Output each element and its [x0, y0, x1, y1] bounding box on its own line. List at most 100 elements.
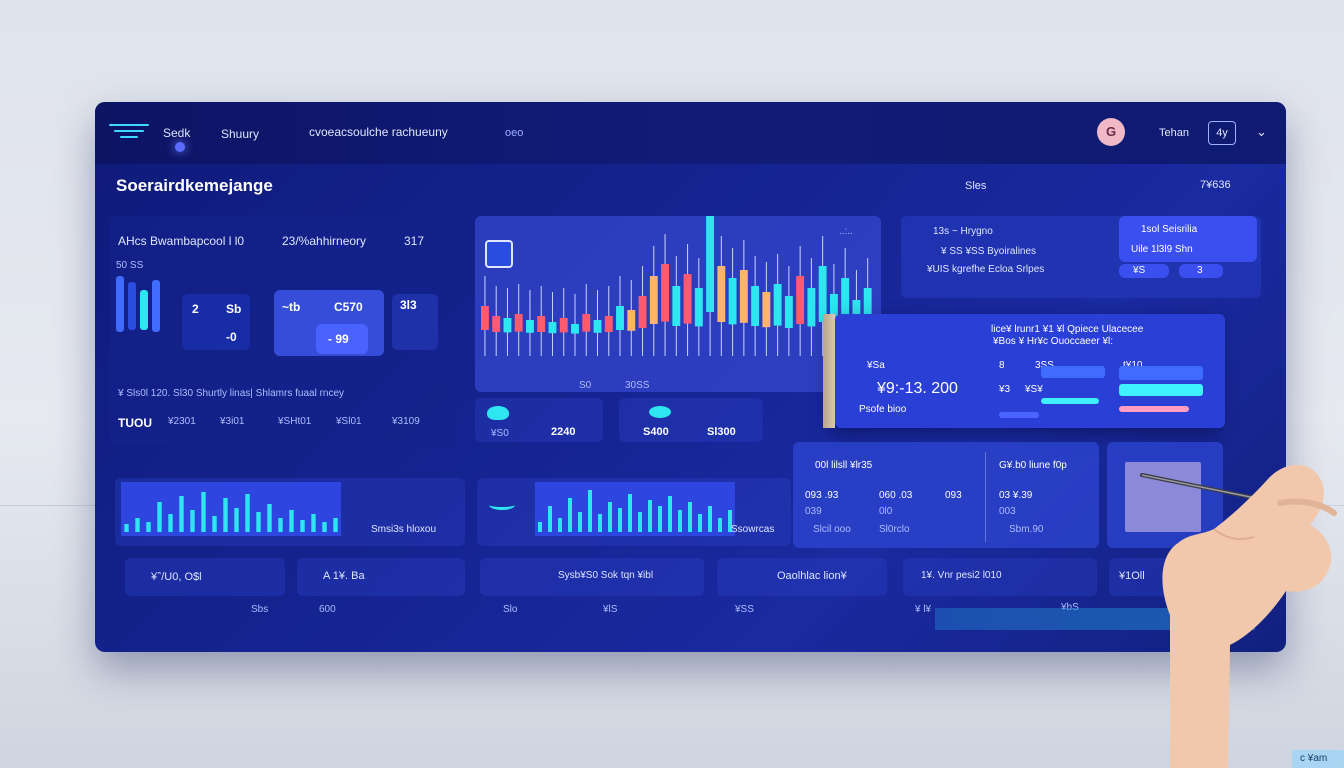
overlay-bar [1119, 406, 1189, 412]
candlestick-card: ..:.. S0 30SS [475, 216, 881, 392]
mini-bar [116, 276, 124, 332]
candle-body [616, 306, 624, 330]
overlay-big-value: ¥9:-13. 200 [877, 380, 958, 397]
wave-bar [157, 502, 162, 532]
image-card[interactable] [1107, 442, 1223, 548]
smile-icon [489, 500, 515, 510]
overlay-bar [1041, 398, 1099, 404]
right-badge-group[interactable]: 1sol Seisrilia Uile 1l3l9 Shn [1119, 216, 1257, 262]
nav-item-2[interactable]: cvoeacsoulche rachueuny [309, 125, 448, 139]
summary-legend: ¥ Sls0l 120. Sl30 Shurtly linas| Shlamrs… [118, 388, 345, 399]
bird-icon [649, 406, 671, 418]
wave-bar [708, 506, 712, 532]
wave-background [121, 482, 341, 536]
bird-icon [487, 406, 509, 420]
candle-body [818, 266, 827, 322]
summary-row-v4: ¥Sl01 [336, 416, 362, 427]
wave-bar [124, 524, 129, 532]
candlestick-chart [481, 216, 872, 356]
wave-bar [628, 494, 632, 532]
footer-label-a: Sbs [251, 604, 269, 615]
wave-bar [678, 510, 682, 532]
candle-body [762, 292, 771, 328]
candle-body [796, 276, 805, 324]
wave-bar [300, 520, 305, 532]
overlay-bar [1041, 366, 1105, 378]
candle-body [739, 270, 748, 323]
pill-5[interactable]: 1¥. Vnr pesi2 l010 [903, 558, 1097, 596]
pill-4[interactable]: Oaolhlac lion¥ [717, 558, 887, 596]
wave-bar [578, 512, 582, 532]
candle-body [514, 314, 523, 332]
pill-3[interactable]: Sysb¥S0 Sok tqn ¥ibl [480, 558, 704, 596]
candle-body [593, 320, 602, 333]
candle-body [728, 278, 737, 325]
candle-body [706, 216, 715, 312]
summary-tiny-label: 50 SS [116, 260, 144, 271]
footer-label-f: ¥ l¥ [915, 604, 932, 615]
wave-bar [598, 514, 602, 532]
mini-bar [140, 290, 148, 330]
right-badge-4[interactable]: 3 [1179, 264, 1223, 278]
page-title: Soerairdkemejange [116, 176, 273, 195]
wave-bar [333, 518, 338, 532]
summary-col3: 317 [404, 234, 425, 248]
candle-body [604, 316, 613, 332]
brand-label[interactable]: Sedk [163, 126, 191, 140]
chevron-down-icon[interactable]: ⌄ [1256, 124, 1267, 139]
summary-col1: AHcs Bwambapcool l l0 [118, 234, 245, 248]
avatar[interactable]: G [1097, 118, 1125, 146]
divider [985, 452, 986, 542]
wave-bar [267, 504, 272, 532]
mini-card-2[interactable]: S400 Sl300 [619, 398, 763, 442]
summary-row-v2: ¥3i01 [220, 416, 245, 427]
pill-1[interactable]: ¥‶/U0, O$l [125, 558, 285, 596]
candle-body [537, 316, 546, 332]
footer-label-b: 600 [319, 604, 336, 615]
wave-bar [311, 514, 316, 532]
footer-label-e: ¥SS [735, 604, 754, 615]
right-top-card: 13s ~ Hrygno ¥ SS ¥SS Byoiralines ¥UIS k… [901, 216, 1261, 298]
nav-item-1[interactable]: Shuury [221, 127, 260, 141]
wave-background [535, 482, 735, 536]
tile-a[interactable]: 2 Sb -0 [182, 294, 250, 350]
wave-bar [608, 502, 612, 532]
user-menu-button[interactable]: 4y [1208, 121, 1236, 145]
right-badge-3[interactable]: ¥S [1119, 264, 1169, 278]
candle-body [548, 322, 557, 334]
menu-icon[interactable] [109, 124, 149, 140]
header-right-label: Sles [965, 180, 987, 192]
wave-bar [558, 518, 562, 532]
wave-bar [548, 506, 552, 532]
chart-icon[interactable] [485, 240, 513, 268]
wave-bar [322, 522, 327, 532]
wave-bar [588, 490, 592, 532]
wave-bar [658, 506, 662, 532]
wave-bar [256, 512, 261, 532]
candle-body [492, 316, 501, 332]
nav-item-3[interactable]: oeo [505, 127, 524, 139]
wave-bar [568, 498, 572, 532]
candle-body [638, 296, 647, 328]
candle-body [694, 288, 703, 327]
candle-body [829, 294, 838, 328]
candle-body [773, 284, 782, 326]
mini-bar [128, 282, 136, 330]
wave-bar [135, 518, 140, 532]
mini-card-1[interactable]: ¥S0 2240 [475, 398, 603, 442]
candle-body [807, 288, 816, 327]
wave-card-right: Ssowrcas [477, 478, 791, 546]
mini-bar [152, 280, 160, 332]
header-right-value: 7¥636 [1200, 179, 1231, 191]
candle-x-label-2: 30SS [625, 380, 650, 391]
footer-label-d: ¥lS [603, 604, 618, 615]
card-edge [823, 314, 835, 428]
pill-2[interactable]: A 1¥. Ba [297, 558, 465, 596]
tile-b[interactable]: ~tb C570 - 99 [274, 290, 384, 356]
tile-d[interactable]: 3l3 [392, 294, 438, 350]
overlay-bar [999, 412, 1039, 418]
candle-body [683, 274, 692, 324]
footer-label-g: ¥bS [1061, 602, 1079, 613]
wave-chart-left [121, 482, 341, 536]
user-name: Tehan [1159, 127, 1189, 139]
